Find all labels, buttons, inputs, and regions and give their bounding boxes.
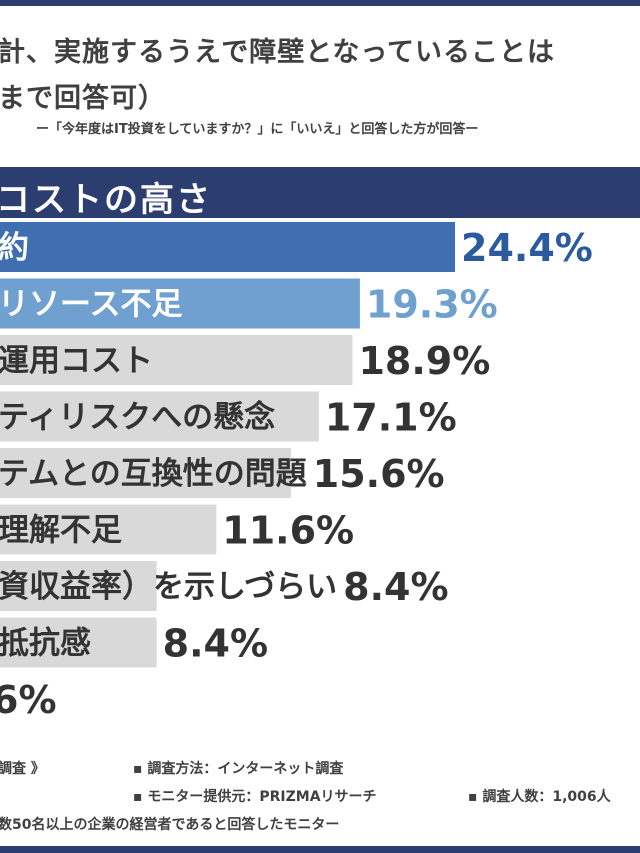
footer-target: 数50名以上の企業の経営者であると回答したモニター <box>0 817 340 833</box>
bar-5 <box>0 448 291 498</box>
bar-label-3: 運用コスト <box>0 343 153 379</box>
top-item-header-bar <box>0 167 640 218</box>
chart-title-line2: まで回答可） <box>0 83 166 114</box>
bottom-rule <box>0 846 640 853</box>
bar-label-2: リソース不足 <box>0 287 182 323</box>
top-rule <box>0 0 640 6</box>
bar-7 <box>0 561 157 611</box>
chart-title-line1: 計、実施するうえで障壁となっていることは <box>0 37 556 68</box>
bar-3 <box>0 335 353 385</box>
bar-1 <box>0 222 455 272</box>
bar-label-5: テムとの互換性の問題 <box>0 456 307 492</box>
bar-label-8: 抵抗感 <box>0 626 91 662</box>
footer-provider: ▪ モニター提供元：PRIZMAリサーチ <box>133 789 377 805</box>
bar-label-7: 資収益率）を示しづらい <box>0 569 337 605</box>
value-label-6: 11.6% <box>222 509 354 553</box>
bar-chart: 約 24.4% リソース不足 19.3% 運用コスト 18.9% ティリスクへの懸念 17.1… <box>0 222 593 722</box>
value-label-5: 15.6% <box>313 452 445 496</box>
footer-count: ▪ 調査人数：1,006人 <box>468 789 611 805</box>
footer-method: ▪ 調査方法：インターネット調査 <box>133 761 344 777</box>
value-label-3: 18.9% <box>358 339 490 383</box>
bar-label-1: 約 <box>0 230 29 266</box>
value-label-7: 8.4% <box>343 565 448 609</box>
footer-survey-label: 調査 》 <box>0 761 45 777</box>
bar-8 <box>0 617 157 668</box>
value-label-1: 24.4% <box>461 226 593 270</box>
bar-6 <box>0 504 217 555</box>
bar-4 <box>0 391 319 442</box>
value-label-9: 6% <box>0 678 57 722</box>
value-label-2: 19.3% <box>366 283 498 327</box>
top-item-header-label: コストの高さ <box>0 180 212 220</box>
bar-label-4: ティリスクへの懸念 <box>0 400 275 436</box>
bar-2 <box>0 278 360 329</box>
chart-subtitle: ー「今年度はIT投資をしていますか？」に「いいえ」と回答した方が回答ー <box>36 122 479 137</box>
value-label-8: 8.4% <box>163 622 268 666</box>
value-label-4: 17.1% <box>325 396 457 440</box>
bar-label-6: 理解不足 <box>0 513 122 549</box>
